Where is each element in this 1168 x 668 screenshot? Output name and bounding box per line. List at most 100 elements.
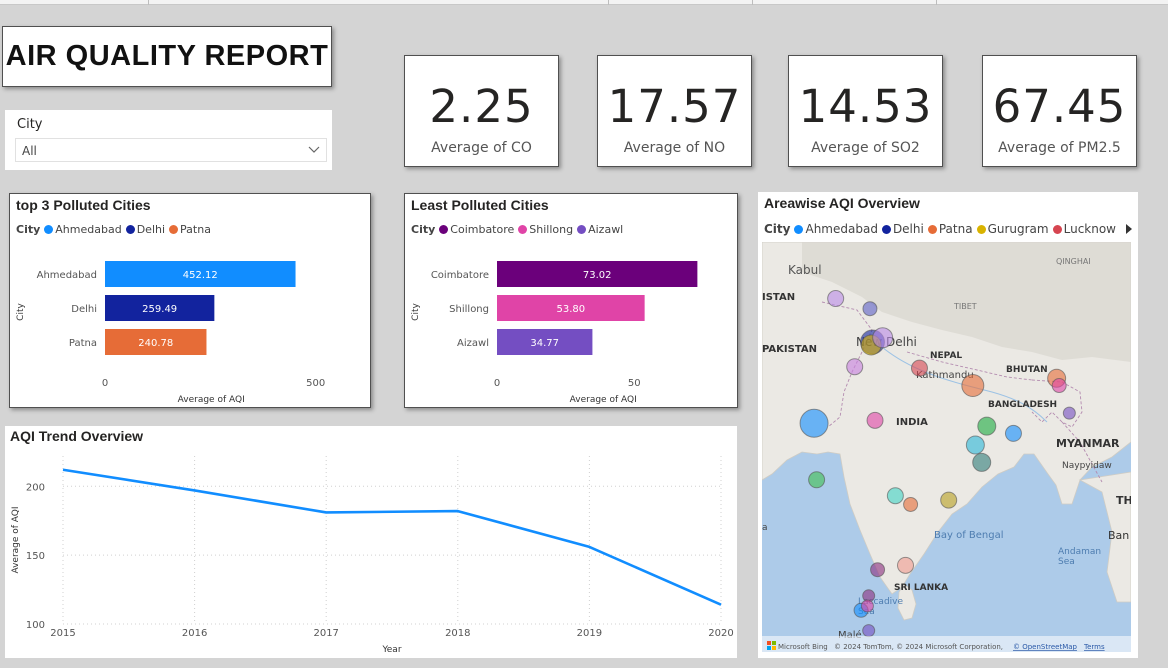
bar <box>105 295 215 321</box>
city-slicer: City All <box>5 110 332 170</box>
map-bubble <box>827 290 845 308</box>
map-label-qinghai: QINGHAI <box>1056 257 1091 266</box>
map-attribution-terms-link[interactable]: Terms <box>1083 643 1105 651</box>
legend-item-coimbatore[interactable]: Coimbatore <box>439 223 514 236</box>
map-label-pakistan: PAKISTAN <box>762 344 817 355</box>
category-label: Shillong <box>449 304 489 315</box>
map-label-a: a <box>762 523 768 533</box>
map-bubble <box>808 471 826 489</box>
data-label: 34.77 <box>530 338 559 349</box>
map-bubble <box>897 556 915 574</box>
kpi-caption: Average of NO <box>623 140 726 156</box>
legend-item-patna[interactable]: Patna <box>169 223 211 236</box>
least-legend: City Coimbatore Shillong Aizawl <box>411 223 627 236</box>
legend-dot <box>44 225 54 234</box>
map-label-bangladesh: BANGLADESH <box>988 400 1057 410</box>
x-tick-label: 2020 <box>708 628 733 639</box>
x-tick-label: 0 <box>102 378 108 389</box>
legend-text: Shillong <box>529 223 574 236</box>
legend-dot <box>125 225 135 234</box>
y-tick-label: 100 <box>26 620 45 631</box>
map-land-east <box>1078 471 1131 603</box>
category-label: Ahmedabad <box>37 270 97 281</box>
city-dropdown-value: All <box>22 144 37 158</box>
data-label: 240.78 <box>138 338 173 349</box>
legend-item-ahmedabad[interactable]: Ahmedabad <box>44 223 122 236</box>
legend-dot <box>976 224 986 234</box>
map-border <box>1061 421 1103 483</box>
map-bubble <box>866 411 884 429</box>
kpi-card-co[interactable]: 2.25 Average of CO <box>404 55 559 167</box>
map-bubble <box>862 301 878 317</box>
legend-text: Ahmedabad <box>55 223 122 236</box>
map-bubble <box>799 408 829 438</box>
bar <box>497 295 645 321</box>
category-label: Delhi <box>71 304 97 315</box>
map-relief <box>802 242 1131 362</box>
map-canvas: Kabul QINGHAI ISTAN TIBET PAKISTAN New D… <box>762 242 1131 652</box>
x-tick-label: 50 <box>628 378 641 389</box>
map-label-myanmar: MYANMAR <box>1056 437 1120 450</box>
legend-text: Lucknow <box>1063 222 1116 236</box>
map-attribution-bing: Microsoft Bing <box>778 643 828 651</box>
map-area[interactable]: Kabul QINGHAI ISTAN TIBET PAKISTAN New D… <box>762 242 1131 652</box>
bar <box>105 329 207 355</box>
report-title-card: AIR QUALITY REPORT <box>2 26 332 87</box>
legend-item-delhi[interactable]: Delhi <box>881 222 924 236</box>
legend-next-arrow-icon[interactable] <box>1124 223 1134 235</box>
kpi-card-so2[interactable]: 14.53 Average of SO2 <box>788 55 943 167</box>
y-axis-title: City <box>16 303 26 321</box>
least-polluted-card[interactable]: Least Polluted Cities City Coimbatore Sh… <box>404 193 738 408</box>
map-label-kabul: Kabul <box>788 263 822 277</box>
legend-item-delhi[interactable]: Delhi <box>125 223 165 236</box>
map-label-india: INDIA <box>896 417 928 428</box>
chevron-down-icon <box>308 146 320 153</box>
bar <box>105 261 296 287</box>
legend-text: Aizawl <box>588 223 624 236</box>
map-label-ban: Ban <box>1108 529 1129 542</box>
map-land-srilanka <box>897 583 917 621</box>
legend-text: Delhi <box>892 222 924 236</box>
kpi-card-no[interactable]: 17.57 Average of NO <box>597 55 752 167</box>
map-bubble <box>1004 424 1022 442</box>
top3-polluted-card[interactable]: top 3 Polluted Cities City Ahmedabad Del… <box>9 193 371 408</box>
trend-line <box>62 468 722 606</box>
legend-label: City <box>764 222 791 236</box>
map-attribution-bg <box>762 636 1131 652</box>
kpi-value: 17.57 <box>607 80 742 133</box>
x-tick-label: 0 <box>494 378 500 389</box>
legend-item-patna[interactable]: Patna <box>927 222 973 236</box>
map-card[interactable]: Areawise AQI Overview City Ahmedabad Del… <box>758 192 1138 658</box>
x-axis-title: Average of AQI <box>178 395 245 405</box>
legend-item-lucknow[interactable]: Lucknow <box>1052 222 1116 236</box>
map-river <box>881 346 1048 423</box>
y-tick-label: 200 <box>26 482 45 493</box>
aqi-trend-card[interactable]: AQI Trend Overview 100 150 200 2015 2016 2017… <box>5 426 737 658</box>
kpi-caption: Average of SO2 <box>811 140 920 156</box>
map-border <box>1031 379 1083 428</box>
bar <box>497 261 698 287</box>
legend-item-shillong[interactable]: Shillong <box>518 223 573 236</box>
map-bubble <box>862 624 876 638</box>
kpi-card-pm25[interactable]: 67.45 Average of PM2.5 <box>982 55 1137 167</box>
kpi-value: 2.25 <box>429 80 534 133</box>
map-label-bhutan: BHUTAN <box>1006 365 1048 375</box>
legend-dot <box>439 225 449 234</box>
legend-item-gurugram[interactable]: Gurugram <box>976 222 1049 236</box>
data-label: 259.49 <box>142 304 177 315</box>
map-attribution-osm-link[interactable]: © OpenStreetMap <box>1013 643 1078 651</box>
x-tick-label: 500 <box>306 378 325 389</box>
bar <box>497 329 593 355</box>
bing-logo-icon <box>767 641 776 650</box>
legend-item-aizawl[interactable]: Aizawl <box>577 223 623 236</box>
city-dropdown[interactable]: All <box>15 138 327 162</box>
map-bubble <box>977 416 997 436</box>
map-bubble <box>870 562 886 578</box>
legend-label: City <box>16 223 41 236</box>
top3-bar-chart: Ahmedabad 452.12 Delhi 259.49 Patna 240.78 0 50… <box>16 261 325 405</box>
slicer-label: City <box>17 117 43 132</box>
legend-label: City <box>411 223 436 236</box>
y-axis-title: Average of AQI <box>11 506 21 573</box>
legend-item-ahmedabad[interactable]: Ahmedabad <box>794 222 878 236</box>
map-label-naypyidaw: Naypyidaw <box>1062 461 1112 471</box>
